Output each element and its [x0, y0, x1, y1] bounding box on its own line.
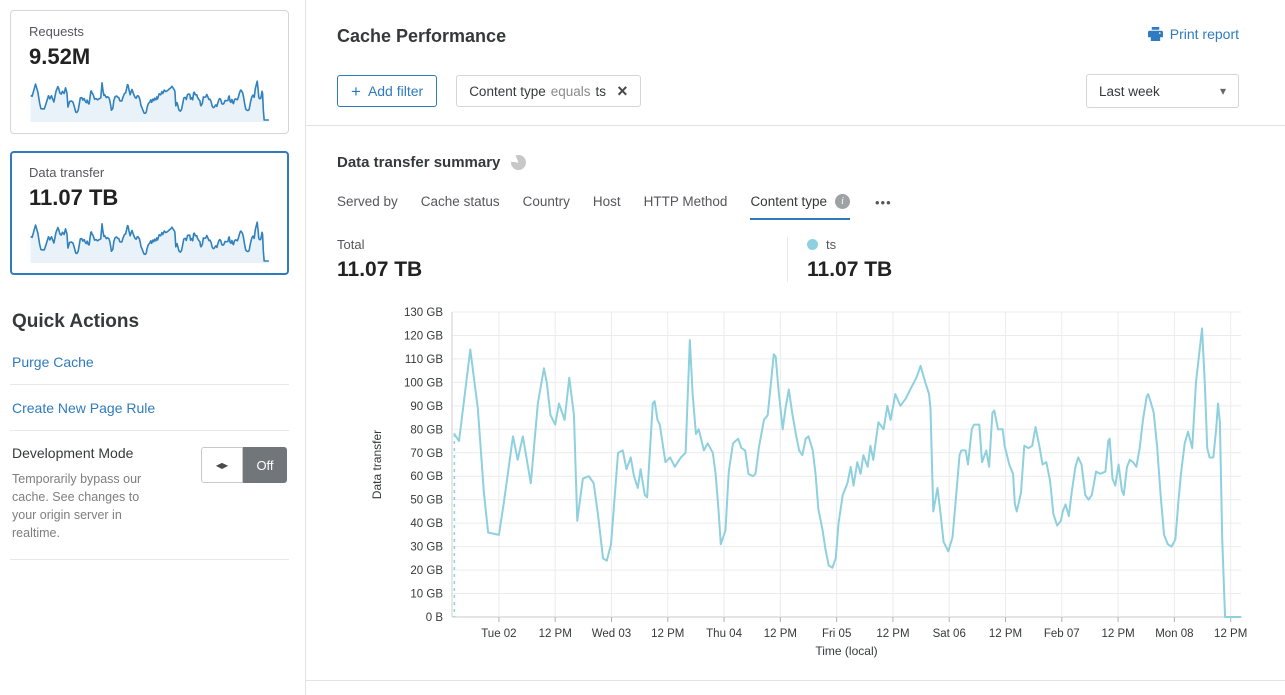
svg-text:Sat 06: Sat 06: [933, 628, 966, 640]
tab-label: HTTP Method: [643, 194, 728, 209]
summary-title: Data transfer summary: [337, 154, 501, 171]
svg-text:Wed 03: Wed 03: [592, 628, 631, 640]
svg-text:90 GB: 90 GB: [410, 401, 443, 413]
sidebar: Requests 9.52M Data transfer 11.07 TB Qu…: [0, 0, 306, 695]
purge-cache-link[interactable]: Purge Cache: [10, 339, 289, 385]
svg-text:Tue 02: Tue 02: [481, 628, 516, 640]
svg-text:10 GB: 10 GB: [410, 589, 443, 601]
svg-text:40 GB: 40 GB: [410, 518, 443, 530]
svg-text:12 PM: 12 PM: [989, 628, 1022, 640]
svg-text:100 GB: 100 GB: [404, 377, 443, 389]
svg-text:12 PM: 12 PM: [764, 628, 797, 640]
stat-card-data-transfer[interactable]: Data transfer 11.07 TB: [10, 151, 289, 275]
toggle-state-label: Off: [243, 447, 287, 483]
quick-actions-title: Quick Actions: [12, 311, 140, 332]
tab-label: Cache status: [420, 194, 500, 209]
svg-text:60 GB: 60 GB: [410, 471, 443, 483]
create-page-rule-link[interactable]: Create New Page Rule: [10, 385, 289, 431]
svg-text:20 GB: 20 GB: [410, 565, 443, 577]
print-report-label: Print report: [1169, 26, 1239, 42]
more-tabs-icon[interactable]: •••: [875, 195, 892, 210]
filter-row: + Add filter Content type equals ts × La…: [337, 74, 1239, 108]
svg-text:12 PM: 12 PM: [1214, 628, 1247, 640]
stat-card-requests[interactable]: Requests 9.52M: [10, 10, 289, 134]
svg-text:50 GB: 50 GB: [410, 495, 443, 507]
svg-text:80 GB: 80 GB: [410, 424, 443, 436]
svg-text:70 GB: 70 GB: [410, 448, 443, 460]
svg-text:Thu 04: Thu 04: [706, 628, 742, 640]
svg-text:Fri 05: Fri 05: [822, 628, 851, 640]
svg-text:0 B: 0 B: [426, 612, 444, 624]
svg-text:12 PM: 12 PM: [651, 628, 684, 640]
development-mode-description: Temporarily bypass our cache. See change…: [12, 472, 142, 541]
summary-tabs: Served by Cache status Country Host HTTP Met…: [337, 194, 1285, 220]
tab-content-type[interactable]: Content type i: [750, 194, 850, 220]
page-title: Cache Performance: [337, 26, 507, 46]
total-block: Total 11.07 TB: [337, 237, 787, 282]
svg-text:110 GB: 110 GB: [405, 354, 443, 366]
total-label: Total: [337, 237, 365, 252]
filter-chip: Content type equals ts ×: [456, 75, 641, 107]
development-mode-toggle[interactable]: ◀▶ Off: [201, 447, 287, 483]
svg-text:120 GB: 120 GB: [404, 330, 443, 342]
tab-served-by[interactable]: Served by: [337, 194, 398, 220]
svg-text:12 PM: 12 PM: [876, 628, 909, 640]
legend-dot: [807, 239, 818, 250]
tab-label: Country: [522, 194, 570, 209]
pie-chart-icon: [510, 154, 528, 171]
tab-cache-status[interactable]: Cache status: [421, 194, 500, 220]
info-icon[interactable]: i: [835, 194, 850, 209]
tab-http-method[interactable]: HTTP Method: [644, 194, 728, 220]
filter-chip-field: Content type: [469, 83, 546, 99]
svg-text:130 GB: 130 GB: [404, 307, 443, 319]
bottom-divider: [306, 680, 1285, 681]
main-header: Cache Performance Print report: [306, 0, 1285, 47]
summary-section: Data transfer summary Served by Cache sta…: [306, 126, 1285, 663]
filter-chip-operator: equals: [550, 83, 591, 99]
svg-text:12 PM: 12 PM: [539, 628, 572, 640]
stat-card-label: Data transfer: [29, 165, 105, 180]
chevron-down-icon: ▾: [1219, 84, 1226, 98]
header-divider: [306, 125, 1285, 126]
time-range-value: Last week: [1099, 83, 1160, 99]
legend-block: ts 11.07 TB: [787, 237, 892, 282]
data-transfer-line-chart: 0 B 10 GB 20 GB 30 GB 40 GB 50 GB 60 GB 70 GB 80…: [370, 307, 1247, 658]
totals-row: Total 11.07 TB ts 11.07 TB: [337, 237, 1285, 282]
tab-host[interactable]: Host: [593, 194, 621, 220]
tab-country[interactable]: Country: [523, 194, 570, 220]
plus-icon: +: [351, 81, 361, 101]
requests-sparkline-chart: [30, 80, 269, 122]
legend-series-value: 11.07 TB: [807, 258, 893, 281]
stat-card-label: Requests: [29, 24, 84, 39]
legend-series-name: ts: [826, 237, 837, 252]
print-report-link[interactable]: Print report: [1147, 26, 1239, 42]
svg-text:Mon 08: Mon 08: [1155, 628, 1193, 640]
printer-icon: [1147, 27, 1163, 41]
chart-container: 0 B 10 GB 20 GB 30 GB 40 GB 50 GB 60 GB 70 GB 80…: [367, 300, 1285, 663]
development-mode-title: Development Mode: [12, 445, 134, 461]
development-mode-section: Development Mode Temporarily bypass our …: [10, 431, 289, 560]
close-icon[interactable]: ×: [617, 81, 628, 101]
svg-text:30 GB: 30 GB: [410, 542, 443, 554]
svg-text:Data transfer: Data transfer: [370, 430, 384, 499]
svg-text:Feb 07: Feb 07: [1044, 628, 1080, 640]
data-transfer-sparkline-chart: [30, 221, 269, 263]
stat-card-value: 11.07 TB: [29, 185, 119, 210]
toggle-arrows-icon[interactable]: ◀▶: [201, 447, 243, 483]
add-filter-label: Add filter: [367, 83, 424, 99]
time-range-select[interactable]: Last week ▾: [1086, 74, 1239, 108]
total-value: 11.07 TB: [337, 258, 423, 281]
tab-label: Served by: [337, 194, 398, 209]
tab-label: Host: [592, 194, 621, 209]
svg-text:Time (local): Time (local): [815, 644, 877, 658]
stat-card-value: 9.52M: [29, 44, 91, 69]
filter-chip-value: ts: [595, 83, 607, 99]
main-content: Cache Performance Print report + Add fil…: [306, 0, 1285, 695]
tab-label: Content type: [750, 194, 827, 209]
add-filter-button[interactable]: + Add filter: [337, 75, 438, 107]
svg-text:12 PM: 12 PM: [1101, 628, 1134, 640]
